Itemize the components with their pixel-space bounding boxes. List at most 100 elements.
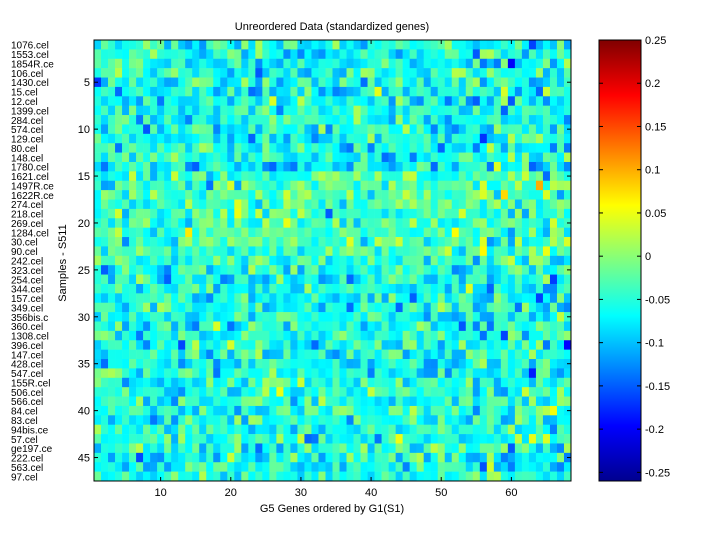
- heatmap-cell: [290, 462, 298, 472]
- heatmap-cell: [143, 49, 151, 60]
- heatmap-cell: [255, 143, 263, 153]
- heatmap-cell: [353, 405, 361, 416]
- heatmap-cell: [514, 471, 523, 482]
- heatmap-cell: [556, 387, 565, 397]
- heatmap-cell: [381, 349, 389, 360]
- heatmap-cell: [500, 199, 509, 210]
- heatmap-cell: [353, 330, 361, 341]
- heatmap-cell: [458, 208, 467, 219]
- heatmap-cell: [535, 86, 544, 97]
- heatmap-cell: [528, 359, 537, 369]
- heatmap-cell: [164, 40, 172, 50]
- heatmap-cell: [381, 133, 389, 144]
- heatmap-cell: [423, 471, 431, 482]
- heatmap-cell: [395, 105, 403, 116]
- heatmap-cell: [157, 359, 165, 369]
- heatmap-cell: [185, 471, 193, 482]
- heatmap-cell: [353, 283, 361, 294]
- heatmap-cell: [409, 40, 417, 50]
- heatmap-cell: [164, 199, 172, 210]
- heatmap-cell: [283, 208, 291, 219]
- heatmap-cell: [206, 302, 214, 313]
- heatmap-cell: [381, 321, 389, 332]
- heatmap-cell: [94, 115, 102, 125]
- heatmap-cell: [549, 293, 558, 304]
- heatmap-cell: [269, 274, 277, 285]
- heatmap-cell: [374, 340, 382, 350]
- heatmap-cell: [332, 387, 340, 397]
- heatmap-cell: [409, 359, 417, 369]
- heatmap-cell: [542, 115, 551, 125]
- heatmap-cell: [150, 237, 158, 247]
- heatmap-cell: [297, 377, 305, 388]
- heatmap-cell: [115, 312, 123, 322]
- heatmap-cell: [108, 471, 116, 482]
- heatmap-cell: [472, 405, 481, 416]
- heatmap-cell: [479, 349, 488, 360]
- colorbar: [598, 39, 642, 482]
- heatmap-cell: [458, 321, 467, 332]
- heatmap-cell: [164, 180, 172, 191]
- heatmap-cell: [451, 86, 460, 97]
- heatmap-cell: [227, 133, 235, 144]
- heatmap-cell: [367, 152, 375, 163]
- heatmap-cell: [437, 115, 446, 125]
- heatmap-cell: [178, 265, 186, 275]
- heatmap-cell: [199, 349, 207, 360]
- heatmap-cell: [108, 340, 116, 350]
- heatmap-cell: [521, 40, 530, 50]
- heatmap-cell: [549, 443, 558, 454]
- heatmap-cell: [276, 471, 284, 482]
- heatmap-cell: [192, 152, 200, 163]
- heatmap-cell: [514, 434, 523, 444]
- heatmap-cell: [388, 274, 396, 285]
- heatmap-cell: [332, 143, 340, 153]
- heatmap-cell: [185, 265, 193, 275]
- heatmap-cell: [255, 218, 263, 228]
- heatmap-cell: [381, 359, 389, 369]
- heatmap-cell: [381, 218, 389, 228]
- heatmap-cell: [556, 255, 565, 266]
- heatmap-cell: [535, 58, 544, 69]
- heatmap-cell: [101, 396, 109, 407]
- heatmap-cell: [402, 105, 410, 116]
- heatmap-cell: [122, 237, 130, 247]
- heatmap-cell: [514, 199, 523, 210]
- heatmap-cell: [339, 471, 347, 482]
- heatmap-cell: [549, 387, 558, 397]
- heatmap-cell: [374, 96, 382, 106]
- heatmap-cell: [206, 462, 214, 472]
- heatmap-cell: [241, 218, 249, 228]
- heatmap-cell: [290, 246, 298, 257]
- heatmap-cell: [500, 405, 509, 416]
- heatmap-cell: [164, 377, 172, 388]
- heatmap-cell: [101, 368, 109, 379]
- heatmap-cell: [437, 58, 446, 69]
- heatmap-cell: [192, 293, 200, 304]
- heatmap-cell: [346, 49, 354, 60]
- heatmap-cell: [416, 180, 424, 191]
- heatmap-cell: [213, 434, 221, 444]
- heatmap-cell: [528, 396, 537, 407]
- heatmap-cell: [402, 274, 410, 285]
- heatmap-cell: [367, 49, 375, 60]
- heatmap-cell: [409, 208, 417, 219]
- heatmap-cell: [409, 415, 417, 425]
- heatmap-cell: [248, 115, 256, 125]
- heatmap-cell: [304, 161, 312, 172]
- heatmap-cell: [185, 330, 193, 341]
- heatmap-cell: [416, 124, 424, 135]
- heatmap-cell: [325, 171, 333, 182]
- heatmap-cell: [108, 274, 116, 285]
- heatmap-cell: [241, 415, 249, 425]
- heatmap-cell: [255, 415, 263, 425]
- heatmap-cell: [150, 227, 158, 238]
- heatmap-cell: [542, 105, 551, 116]
- heatmap-cell: [556, 368, 565, 379]
- heatmap-cell: [451, 312, 460, 322]
- heatmap-cell: [143, 208, 151, 219]
- heatmap-cell: [542, 237, 551, 247]
- heatmap-cell: [465, 208, 474, 219]
- heatmap-cell: [213, 86, 221, 97]
- heatmap-cell: [353, 133, 361, 144]
